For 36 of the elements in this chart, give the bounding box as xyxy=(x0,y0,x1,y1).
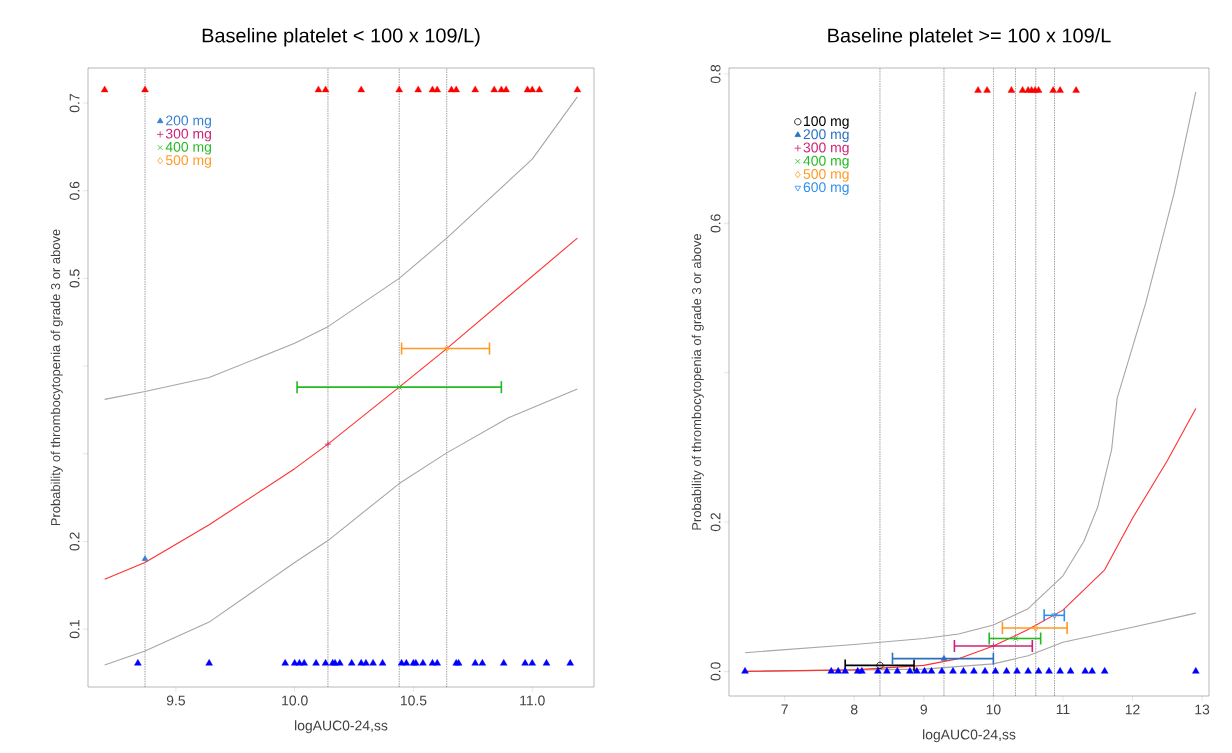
legend-label: 300 mg xyxy=(803,142,849,156)
y-tick-label: 0.7 xyxy=(69,94,80,113)
x-axis-title: logAUC0-24,ss xyxy=(923,729,1016,743)
x-tick-label: 12 xyxy=(1125,704,1140,715)
legend-label: 400 mg xyxy=(803,155,849,169)
legend-label: 300 mg xyxy=(165,128,211,142)
legend-label: 100 mg xyxy=(804,116,849,129)
x-tick-label: 11 xyxy=(1056,704,1070,715)
y-tick-label: 0.5 xyxy=(69,269,80,288)
x-tick-label: 10.5 xyxy=(400,695,427,706)
x-tick-label: 9 xyxy=(920,704,928,715)
y-tick-label: 0.1 xyxy=(69,620,80,639)
legend-label: 200 mg xyxy=(166,115,211,129)
x-tick-label: 8 xyxy=(850,704,858,715)
x-tick-label: 10 xyxy=(986,704,1001,715)
legend-label: 500 mg xyxy=(803,169,849,182)
y-tick-label: 0.2 xyxy=(69,532,80,551)
legend-label: 200 mg xyxy=(803,129,849,142)
y-tick-label: 0.2 xyxy=(710,513,721,532)
x-tick-label: 13 xyxy=(1195,704,1210,715)
y-tick-label: 0.6 xyxy=(69,181,80,200)
legend-label: 600 mg xyxy=(803,182,849,195)
x-tick-label: 7 xyxy=(781,704,788,715)
x-axis-title: logAUC0-24,ss xyxy=(295,720,388,734)
x-tick-label: 11.0 xyxy=(520,695,545,706)
legend-label: 500 mg xyxy=(165,155,211,168)
legend-label: 400 mg xyxy=(165,141,211,155)
y-tick-label: 0.0 xyxy=(710,662,721,681)
chart-title: Baseline platelet >= 100 x 109/L xyxy=(828,27,1111,47)
y-axis-title: Probability of thrombocytopenia of grade 3 or above xyxy=(50,229,63,526)
y-tick-label: 0.8 xyxy=(710,64,721,84)
x-tick-label: 10.0 xyxy=(282,695,308,706)
y-tick-label: 0.6 xyxy=(710,214,721,233)
x-tick-label: 9.5 xyxy=(166,695,186,706)
y-axis-title: Probability of thrombocytopenia of grade 3 or above xyxy=(691,233,704,530)
chart-title: Baseline platelet < 100 x 109/L) xyxy=(202,27,480,47)
